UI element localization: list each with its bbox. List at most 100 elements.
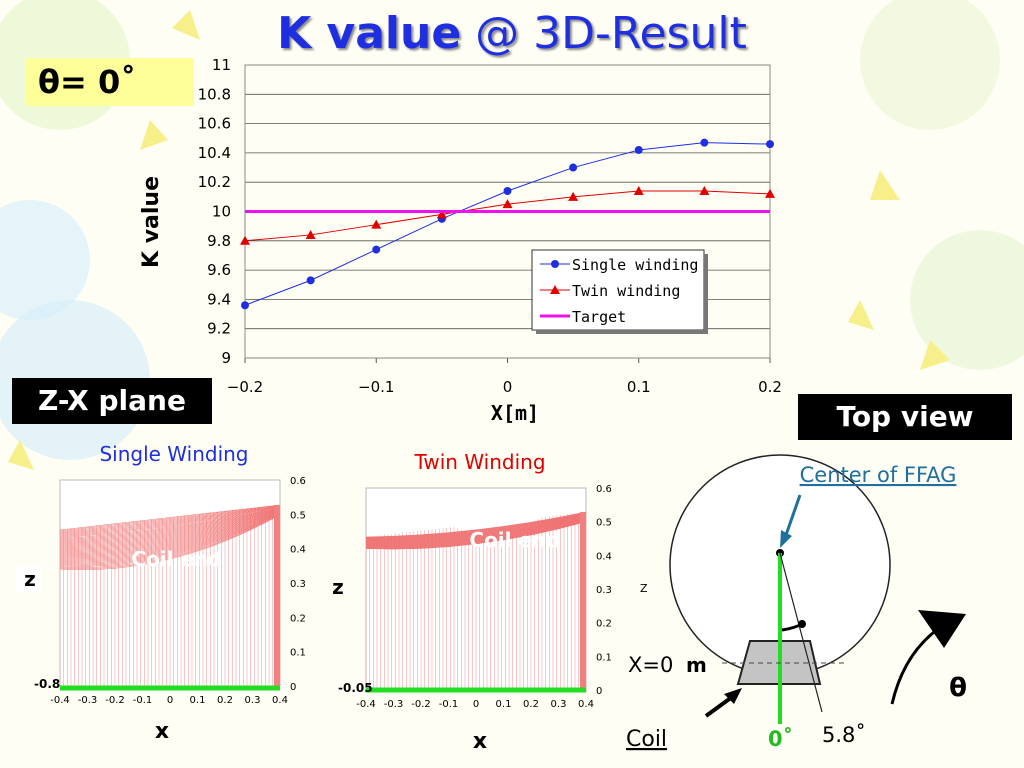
- y-tick-label: 10: [212, 203, 231, 221]
- coil-end-curve: [365, 518, 587, 546]
- coil-end-curve: [59, 504, 281, 531]
- data-point: [241, 301, 249, 310]
- coil-end-curve: [59, 511, 281, 556]
- data-point: [503, 186, 512, 195]
- coil-end-curve: [365, 515, 587, 542]
- top-view-label: Top view: [798, 394, 1012, 440]
- x-axis-label: X[m]: [491, 401, 539, 425]
- y-tick-label: 10.2: [198, 173, 231, 191]
- coil-end-curve: [59, 505, 281, 532]
- coil-end-curve: [59, 505, 281, 534]
- small-y-tick: 0.6: [596, 484, 612, 495]
- small-y-tick: 0: [290, 682, 296, 693]
- zero-angle-label: 0˚: [768, 727, 793, 751]
- y-axis-label: K value: [139, 176, 164, 268]
- single-y-ticks: 0 0.1 0.2 0.3 0.4 0.5 0.6: [290, 476, 306, 693]
- twin-y-ticks: 0 0.1 0.2 0.3 0.4 0.5 0.6: [596, 484, 612, 697]
- coil-end-curve: [59, 508, 281, 547]
- twin-x-ticks: -0.4 -0.3 -0.2 -0.1 0 0.1 0.2 0.3 0.4: [356, 699, 594, 710]
- coil-end-curve: [59, 512, 281, 562]
- coil-end-curve: [59, 513, 281, 565]
- coil-side: [274, 505, 280, 686]
- x-tick-label: 0.2: [758, 378, 782, 396]
- coil-end-curve: [365, 512, 587, 538]
- x-tick-labels: −0.2 −0.1 0 0.1 0.2: [227, 378, 782, 396]
- coil-side: [580, 512, 586, 690]
- coil-end-curve: [365, 514, 587, 541]
- coil-end-curve: [365, 519, 587, 547]
- small-y-tick: 0.2: [290, 613, 306, 624]
- coil-end-curve: [365, 518, 587, 545]
- coil-end-curve: [59, 513, 281, 567]
- legend-marker-twin: [550, 285, 560, 294]
- small-x-tick: 0.2: [523, 699, 539, 710]
- small-x-tick: -0.4: [50, 695, 70, 706]
- angle-line: [779, 552, 823, 713]
- coil-end-curve: [59, 512, 281, 561]
- coil-end-curve: [59, 505, 281, 533]
- small-x-tick: 0.2: [217, 695, 233, 706]
- coil-end-curve: [365, 520, 587, 548]
- coil-end-curve: [365, 512, 587, 538]
- data-point: [371, 219, 382, 229]
- coil-end-curve: [59, 511, 281, 559]
- small-x-tick: -0.1: [133, 695, 153, 706]
- coil-end-curve: [59, 510, 281, 554]
- coil-end-curve: [59, 510, 281, 555]
- coil-end-curve: [59, 506, 281, 537]
- y-tick-label: 9.6: [207, 261, 231, 279]
- twin-coil-lines: [365, 511, 587, 690]
- y-tick-label: 10.4: [198, 144, 231, 162]
- coil-end-curve: [365, 517, 587, 545]
- coil-end-curve: [365, 516, 587, 543]
- coil-end-curve: [59, 506, 281, 538]
- data-point: [699, 185, 710, 195]
- y-tick-label: 9.8: [207, 232, 231, 250]
- center-pointer-line: [784, 494, 802, 536]
- y-tick-label: 9.4: [207, 290, 231, 308]
- rotation-arrow-head: [918, 610, 966, 648]
- small-x-tick: -0.4: [356, 699, 376, 710]
- data-point: [240, 235, 250, 245]
- coil-end-curve: [365, 513, 587, 539]
- coil-end-curve: [59, 508, 281, 544]
- coil-end-curve: [365, 520, 587, 549]
- zx-plane-label: Z-X plane: [12, 378, 212, 424]
- small-y-tick: 0.3: [290, 579, 306, 590]
- coil-pointer-head: [724, 688, 742, 704]
- coil-end-curve: [365, 513, 587, 540]
- data-point: [306, 276, 315, 285]
- legend-twin: Twin winding: [572, 282, 680, 300]
- small-x-tick: 0.3: [551, 699, 567, 710]
- small-x-tick: -0.3: [78, 695, 98, 706]
- coil-end-curve: [365, 517, 587, 545]
- data-point: [700, 138, 709, 147]
- theta-badge: θ= 0˚: [26, 58, 194, 106]
- coil-end-curve: [365, 512, 587, 539]
- coil-end-curve: [365, 521, 587, 550]
- legend-single: Single winding: [572, 256, 698, 274]
- y-tick-label: 10.6: [198, 115, 231, 133]
- coil-end-curve: [365, 516, 587, 544]
- data-point: [766, 140, 774, 149]
- y-tick-label: 9: [221, 349, 231, 367]
- data-point: [502, 199, 513, 209]
- coil-end-curve: [365, 519, 587, 547]
- page-title: K value @ 3D-Result: [277, 8, 747, 59]
- x0-label: X=0: [628, 653, 673, 677]
- small-y-tick: 0.3: [596, 585, 612, 596]
- coil-end-curve: [365, 521, 587, 549]
- y-tick-label: 9.2: [207, 320, 231, 338]
- coil-end-curve: [59, 507, 281, 541]
- coil-end-curve: [365, 516, 587, 543]
- angle-dot: [798, 620, 806, 628]
- single-z-box: [16, 566, 42, 592]
- coil-end-curve: [59, 513, 281, 566]
- coil-end-curve: [59, 509, 281, 551]
- coil-end-curve: [365, 520, 587, 549]
- coil-end-curve: [365, 519, 587, 548]
- coil-end-curve: [365, 516, 587, 543]
- coil-end-curve: [59, 512, 281, 563]
- legend-target: Target: [572, 308, 626, 326]
